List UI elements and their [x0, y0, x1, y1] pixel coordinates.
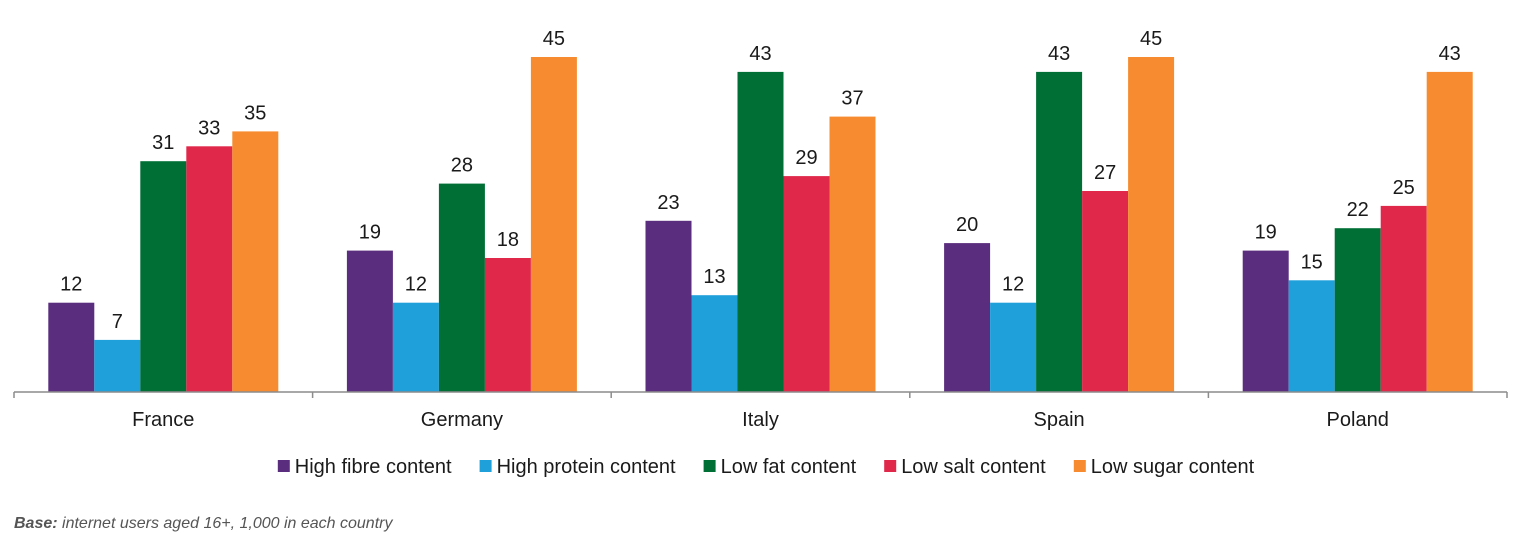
bar-spain-3 [1036, 71, 1083, 393]
legend-item-1: High fibre content [277, 456, 452, 478]
value-label: 31 [152, 132, 174, 154]
value-label: 35 [244, 102, 266, 124]
value-label: 33 [198, 117, 220, 139]
footnote-label: Base: [14, 515, 58, 532]
bar-poland-5 [1426, 71, 1473, 393]
bar-spain-1 [944, 243, 991, 392]
bar-italy-2 [691, 295, 738, 392]
legend-swatch [884, 460, 897, 472]
value-label: 12 [1002, 274, 1024, 296]
value-label: 27 [1094, 162, 1116, 184]
bar-poland-2 [1288, 280, 1335, 392]
value-label: 12 [405, 274, 427, 296]
legend-label: Low salt content [901, 456, 1046, 478]
category-label-germany: Germany [421, 409, 503, 431]
category-label-poland: Poland [1327, 409, 1389, 431]
bars-group [48, 57, 1473, 393]
value-label: 18 [497, 229, 519, 251]
legend-label: High protein content [497, 456, 676, 478]
value-label: 7 [112, 311, 123, 333]
legend-label: Low fat content [721, 456, 857, 478]
value-label: 12 [60, 274, 82, 296]
bar-germany-1 [346, 250, 393, 392]
category-labels-group: France Germany Italy Spain Poland [132, 409, 1389, 431]
value-label: 20 [956, 214, 978, 236]
value-label: 29 [795, 147, 817, 169]
value-labels-group: 12 7 31 33 35 19 12 28 18 45 23 13 43 29 37 20 12 43 27 45 1… [60, 28, 1461, 333]
legend-item-3: Low fat content [703, 456, 857, 478]
bar-spain-2 [990, 302, 1037, 392]
value-label: 19 [1255, 222, 1277, 244]
bar-germany-3 [438, 183, 485, 392]
value-label: 22 [1347, 199, 1369, 221]
value-label: 45 [1140, 28, 1162, 50]
bar-france-2 [94, 339, 141, 392]
category-label-france: France [132, 409, 194, 431]
value-label: 25 [1393, 177, 1415, 199]
bar-italy-5 [829, 116, 876, 392]
value-label: 13 [703, 266, 725, 288]
legend-item-4: Low salt content [884, 456, 1046, 478]
bar-france-3 [140, 161, 187, 392]
legend: High fibre content High protein content Lo… [277, 456, 1255, 478]
legend-item-2: High protein content [479, 456, 676, 478]
value-label: 45 [543, 28, 565, 50]
bar-italy-3 [737, 71, 784, 393]
chart: 12 7 31 33 35 19 12 28 18 45 23 13 43 29 37 20 12 43 27 45 1… [13, 28, 1508, 478]
legend-swatch [703, 460, 716, 472]
bar-spain-4 [1082, 191, 1129, 392]
footnote-text: internet users aged 16+, 1,000 in each c… [57, 515, 393, 532]
bar-germany-2 [392, 302, 439, 392]
bar-poland-1 [1242, 250, 1289, 392]
bar-italy-1 [645, 220, 692, 392]
legend-swatch [479, 460, 492, 472]
footnote: Base: internet users aged 16+, 1,000 in … [14, 515, 392, 533]
value-label: 23 [657, 192, 679, 214]
value-label: 15 [1301, 251, 1323, 273]
bar-germany-4 [484, 258, 531, 392]
x-axis [13, 391, 1508, 398]
legend-item-5: Low sugar content [1073, 456, 1255, 478]
bar-spain-5 [1128, 57, 1175, 392]
bar-france-1 [48, 302, 95, 392]
value-label: 28 [451, 155, 473, 177]
legend-swatch [1073, 460, 1086, 472]
bar-germany-5 [530, 57, 577, 392]
legend-label: High fibre content [295, 456, 452, 478]
value-label: 37 [841, 88, 863, 110]
bar-france-5 [232, 131, 279, 392]
category-label-italy: Italy [742, 409, 779, 431]
value-label: 43 [1439, 43, 1461, 65]
bar-poland-4 [1380, 205, 1427, 392]
category-label-spain: Spain [1034, 409, 1085, 431]
value-label: 43 [1048, 43, 1070, 65]
legend-label: Low sugar content [1091, 456, 1255, 478]
value-label: 43 [749, 43, 771, 65]
value-label: 19 [359, 222, 381, 244]
bar-poland-3 [1334, 228, 1381, 392]
bar-france-4 [186, 146, 233, 392]
bar-italy-4 [783, 176, 830, 392]
legend-swatch [277, 460, 290, 472]
